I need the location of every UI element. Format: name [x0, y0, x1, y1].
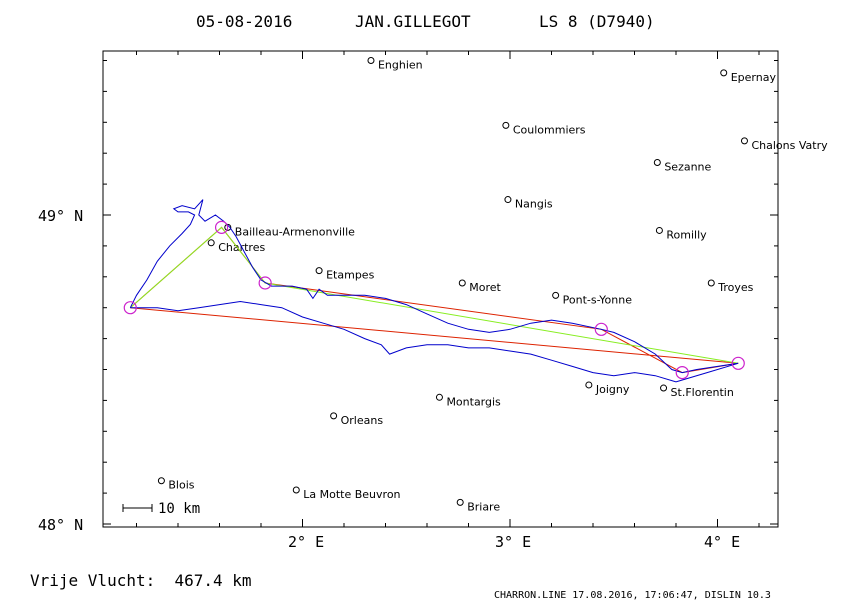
flight-date: 05-08-2016 — [196, 12, 292, 31]
scale-bar: 10 km — [122, 501, 200, 517]
town-marker-icon — [458, 279, 466, 287]
town-label: Bailleau-Armenonville — [235, 225, 355, 238]
town-marker-icon — [315, 267, 323, 275]
turnpoint-markers — [123, 220, 745, 380]
y-tick-label-48n: 48° N — [38, 516, 83, 534]
town: Romilly — [655, 226, 707, 241]
town: St.Florentin — [660, 384, 734, 399]
free-flight-distance: Vrije Vlucht: 467.4 km — [30, 571, 252, 590]
town: Montargis — [435, 393, 501, 408]
town-marker-icon — [435, 393, 443, 401]
task-line — [129, 226, 739, 364]
town-marker-icon — [502, 121, 510, 129]
town: Enghien — [367, 57, 423, 72]
town: Briare — [456, 498, 500, 513]
town-label: Sezanne — [664, 160, 711, 173]
town: Joigny — [585, 381, 630, 396]
town-marker-icon — [720, 69, 728, 77]
town-label: Coulommiers — [513, 123, 586, 136]
town-markers: Enghien Epernay Coulommiers Chalons Vatry Se… — [157, 57, 828, 513]
town-marker-icon — [655, 226, 663, 234]
town: Coulommiers — [502, 121, 586, 136]
town-marker-icon — [552, 291, 560, 299]
turnpoint-circle-icon — [594, 322, 608, 336]
town-label: Chalons Vatry — [751, 139, 828, 152]
town-label: Enghien — [378, 59, 423, 72]
town: Moret — [458, 279, 502, 294]
town-marker-icon — [292, 486, 300, 494]
town-label: La Motte Beuvron — [303, 488, 400, 501]
x-tick-label-2e: 2° E — [288, 533, 324, 551]
town-label: Nangis — [515, 198, 553, 211]
town: Chalons Vatry — [740, 137, 828, 152]
town-marker-icon — [740, 137, 748, 145]
turnpoint-circle-icon — [675, 365, 689, 380]
town-label: Pont-s-Yonne — [563, 293, 633, 306]
town: Etampes — [315, 267, 375, 282]
axis-labels: 49° N 48° N 2° E 3° E 4° E — [38, 207, 740, 551]
town-marker-icon — [224, 223, 232, 231]
town-marker-icon — [660, 384, 668, 392]
town-marker-icon — [157, 477, 165, 485]
town-marker-icon — [707, 279, 715, 287]
town-label: Etampes — [326, 269, 374, 282]
scale-bar-label: 10 km — [158, 501, 200, 517]
pilot-name: JAN.GILLEGOT — [355, 12, 471, 31]
x-tick-label-3e: 3° E — [495, 533, 531, 551]
town-label: Moret — [469, 281, 501, 294]
town-label: Orleans — [341, 414, 384, 427]
town: Pont-s-Yonne — [552, 291, 633, 306]
flight-track — [129, 199, 739, 383]
y-tick-label-49n: 49° N — [38, 207, 83, 225]
town-marker-icon — [456, 498, 464, 506]
town: Blois — [157, 477, 195, 492]
town-marker-icon — [653, 158, 661, 166]
town: Bailleau-Armenonville — [224, 223, 355, 238]
turnpoint-circle-icon — [123, 301, 137, 315]
town-marker-icon — [207, 239, 215, 247]
town-marker-icon — [585, 381, 593, 389]
town-marker-icon — [504, 196, 512, 204]
town: Sezanne — [653, 158, 712, 173]
town: Troyes — [707, 279, 754, 294]
town-label: St.Florentin — [671, 386, 734, 399]
town-label: Epernay — [731, 71, 777, 84]
town: Nangis — [504, 196, 553, 211]
turnpoint-circle-icon — [731, 356, 745, 370]
town-marker-icon — [367, 57, 375, 64]
software-credit: CHARRON.LINE 17.08.2016, 17:06:47, DISLI… — [494, 590, 771, 601]
town: Orleans — [330, 412, 384, 427]
town-marker-icon — [330, 412, 338, 420]
town: Epernay — [720, 69, 777, 84]
town-label: Blois — [168, 479, 194, 492]
map-frame — [102, 50, 779, 528]
town-label: Romilly — [666, 228, 707, 241]
town-label: Briare — [467, 500, 500, 513]
town-label: Troyes — [717, 281, 753, 294]
gps-track-line — [129, 199, 739, 383]
town-label: Montargis — [446, 395, 501, 408]
town: La Motte Beuvron — [292, 486, 401, 501]
turnpoint-circle-icon — [258, 276, 272, 290]
axis-ticks — [103, 51, 778, 527]
x-tick-label-4e: 4° E — [704, 533, 740, 551]
turnpoint-circle-icon — [214, 220, 229, 234]
town-label: Joigny — [595, 383, 630, 396]
glider-type: LS 8 (D7940) — [539, 12, 655, 31]
